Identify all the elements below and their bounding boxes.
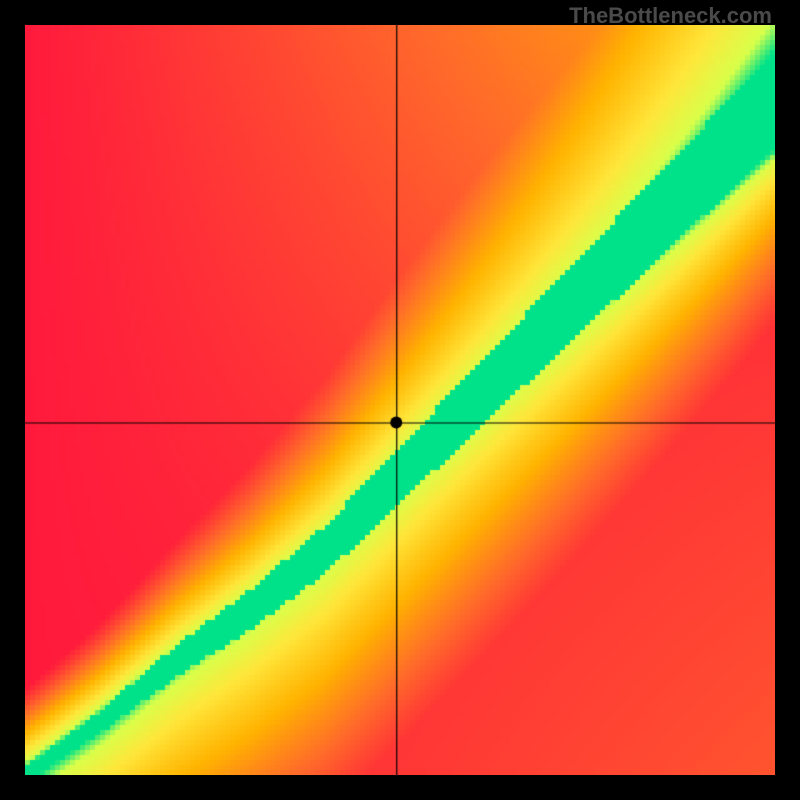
watermark-text: TheBottleneck.com — [569, 3, 772, 29]
bottleneck-heatmap — [25, 25, 775, 775]
